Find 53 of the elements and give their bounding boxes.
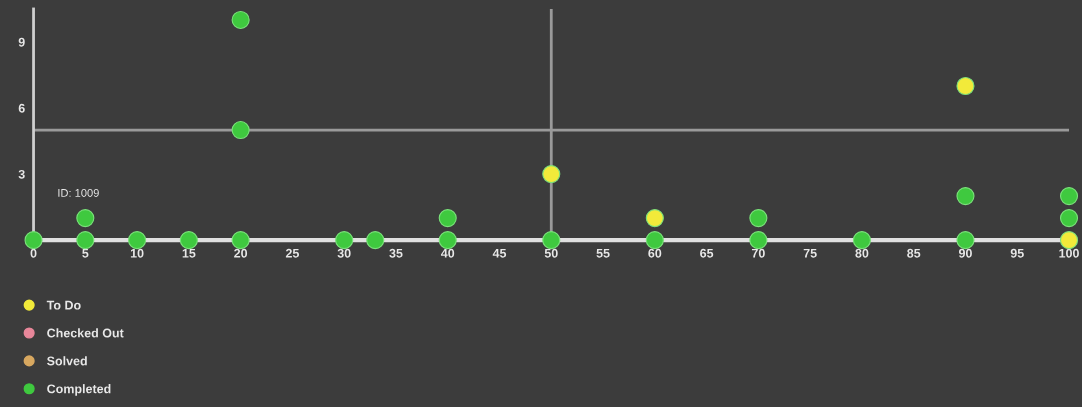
x-tick-label: 20 xyxy=(234,248,248,258)
point xyxy=(749,231,768,250)
legend-label: Completed xyxy=(47,384,111,396)
x-tick-label: 15 xyxy=(182,248,196,258)
x-tick-label: 35 xyxy=(389,248,403,258)
point xyxy=(24,231,43,250)
point xyxy=(645,231,664,250)
point xyxy=(76,209,95,228)
point xyxy=(956,231,975,250)
y-tick-label: 9 xyxy=(18,37,25,47)
point xyxy=(231,10,250,30)
point xyxy=(76,231,95,250)
point xyxy=(1059,209,1079,228)
legend-label: Solved xyxy=(47,356,87,366)
x-tick-label: 90 xyxy=(958,248,972,258)
y-tick-label: 3 xyxy=(18,169,25,179)
x-tick-label: 5 xyxy=(82,248,89,258)
x-tick-label: 55 xyxy=(596,248,610,258)
x-tick-label: 60 xyxy=(648,248,662,258)
x-tick-label: 95 xyxy=(1010,248,1024,258)
point xyxy=(179,231,198,250)
point xyxy=(956,187,975,206)
x-tick-label: 65 xyxy=(700,248,714,258)
point xyxy=(231,231,250,250)
x-tick-label: 25 xyxy=(285,248,300,258)
x-tick-label: 0 xyxy=(30,248,37,258)
legend-label: Checked Out xyxy=(47,328,124,338)
point xyxy=(645,209,664,228)
x-tick-label: 30 xyxy=(337,248,351,258)
point xyxy=(438,231,457,250)
point xyxy=(542,165,561,184)
point xyxy=(128,231,147,250)
x-tick-label: 80 xyxy=(855,248,869,258)
point xyxy=(956,76,975,96)
x-tick-label: 10 xyxy=(130,248,144,258)
x-tick-label: 50 xyxy=(544,248,558,258)
x-tick-label: 45 xyxy=(492,248,507,258)
point xyxy=(366,231,385,250)
x-tick-label: 70 xyxy=(751,248,765,258)
point xyxy=(749,209,768,228)
x-tick-label: 40 xyxy=(440,248,455,258)
legend-label: To Do xyxy=(46,300,81,310)
y-tick-label: 6 xyxy=(18,103,25,113)
point xyxy=(335,231,354,250)
point xyxy=(231,120,250,140)
point xyxy=(542,231,561,250)
x-tick-label: 75 xyxy=(803,248,817,258)
x-tick-label: 100 xyxy=(1059,248,1079,258)
point xyxy=(1059,187,1079,206)
point xyxy=(852,231,871,250)
point xyxy=(438,209,457,228)
annotation: ID: 1009 xyxy=(58,189,99,197)
x-tick-label: 85 xyxy=(907,248,921,258)
